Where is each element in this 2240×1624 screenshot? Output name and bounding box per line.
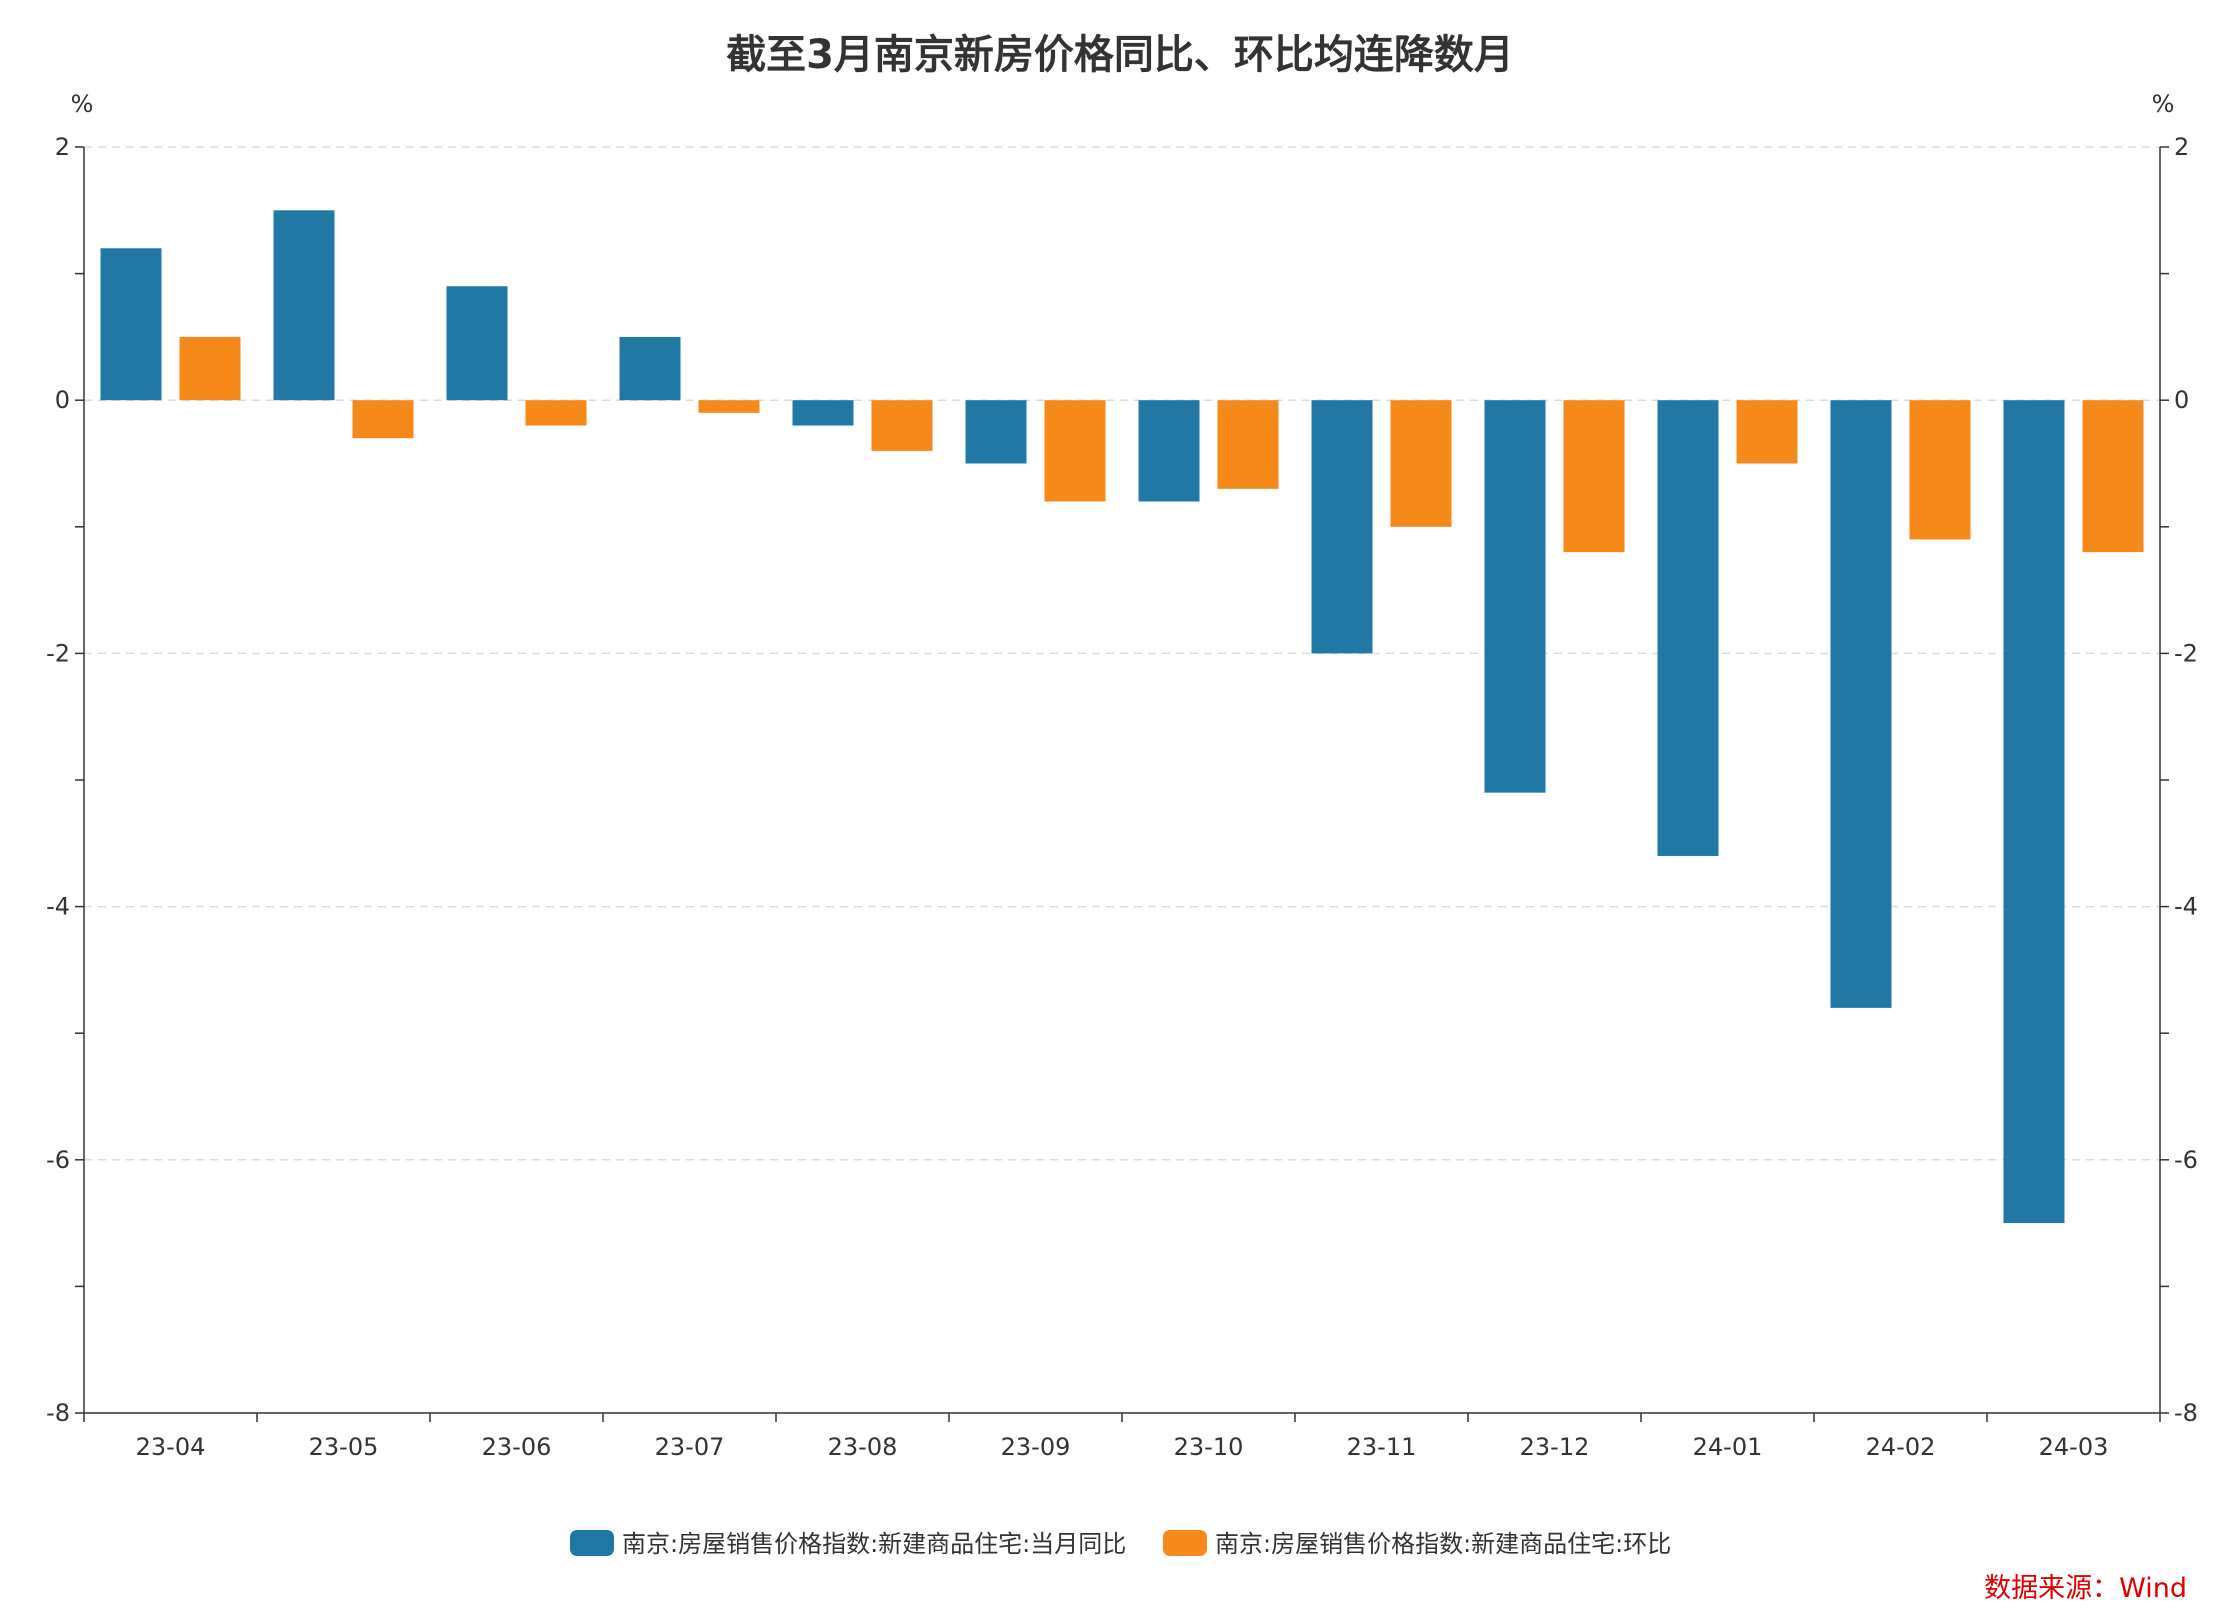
bar-mom [2082, 400, 2144, 553]
legend-swatch [1163, 1530, 1207, 1556]
bar-yoy [965, 400, 1027, 464]
bar-yoy [1484, 400, 1546, 793]
bar-yoy [273, 210, 335, 401]
bar-yoy [1138, 400, 1200, 502]
bar-mom [871, 400, 933, 451]
bar-yoy [1657, 400, 1719, 856]
legend-label: 南京:房屋销售价格指数:新建商品住宅:环比 [1215, 1530, 1671, 1558]
left-axis-tick-label: -6 [46, 1146, 70, 1174]
legend-label: 南京:房屋销售价格指数:新建商品住宅:当月同比 [622, 1530, 1126, 1558]
bar-mom [1909, 400, 1971, 540]
bar-mom [179, 336, 241, 401]
x-axis-tick-label: 24-01 [1693, 1433, 1763, 1461]
right-axis-tick-label: -2 [2174, 639, 2198, 667]
bar-mom [352, 400, 414, 439]
right-axis-tick-label: -4 [2174, 893, 2198, 921]
left-axis-tick-label: -4 [46, 893, 70, 921]
x-axis-tick-label: 23-10 [1174, 1433, 1244, 1461]
axes: 2 2 0 0 -2 -2 -4 -4 -6 -6 -8 -8 23-04 23-05 23-06 23-07… [46, 133, 2198, 1461]
bar-mom [1217, 400, 1279, 489]
right-axis-tick-label: 2 [2174, 133, 2189, 161]
left-axis-unit: % [71, 90, 94, 118]
x-axis-tick-label: 23-04 [136, 1433, 206, 1461]
bar-yoy [2003, 400, 2065, 1224]
legend: 南京:房屋销售价格指数:新建商品住宅:当月同比 南京:房屋销售价格指数:新建商品住… [570, 1530, 1671, 1558]
bar-yoy [100, 248, 162, 401]
chart-title: 截至3月南京新房价格同比、环比均连降数月 [726, 32, 1514, 78]
right-axis-tick-label: 0 [2174, 386, 2189, 414]
left-axis-tick-label: -8 [46, 1399, 70, 1427]
bar-yoy [446, 286, 508, 401]
x-axis-tick-label: 23-05 [309, 1433, 379, 1461]
data-source: 数据来源：Wind [1984, 1573, 2187, 1604]
left-axis-tick-label: 0 [55, 386, 70, 414]
bar-yoy [792, 400, 854, 426]
x-axis-tick-label: 23-09 [1001, 1433, 1071, 1461]
x-axis-tick-label: 24-02 [1866, 1433, 1936, 1461]
legend-swatch [570, 1530, 614, 1556]
right-axis-unit: % [2152, 90, 2175, 118]
right-axis-tick-label: -6 [2174, 1146, 2198, 1174]
bar-mom [1044, 400, 1106, 502]
x-axis-tick-label: 24-03 [2039, 1433, 2109, 1461]
bar-yoy [1830, 400, 1892, 1008]
x-axis-tick-label: 23-08 [828, 1433, 898, 1461]
bar-yoy [619, 336, 681, 401]
grid-lines [84, 146, 2160, 1161]
x-axis-tick-label: 23-06 [482, 1433, 552, 1461]
left-axis-tick-label: -2 [46, 639, 70, 667]
x-axis-tick-label: 23-11 [1347, 1433, 1417, 1461]
right-axis-tick-label: -8 [2174, 1399, 2198, 1427]
bar-mom [698, 400, 760, 413]
bar-mom [1390, 400, 1452, 527]
bars [100, 210, 2144, 1224]
left-axis-tick-label: 2 [55, 133, 70, 161]
x-axis-tick-label: 23-12 [1520, 1433, 1590, 1461]
bar-mom [1736, 400, 1798, 464]
x-axis-tick-label: 23-07 [655, 1433, 725, 1461]
bar-mom [1563, 400, 1625, 553]
bar-mom [525, 400, 587, 426]
bar-yoy [1311, 400, 1373, 654]
